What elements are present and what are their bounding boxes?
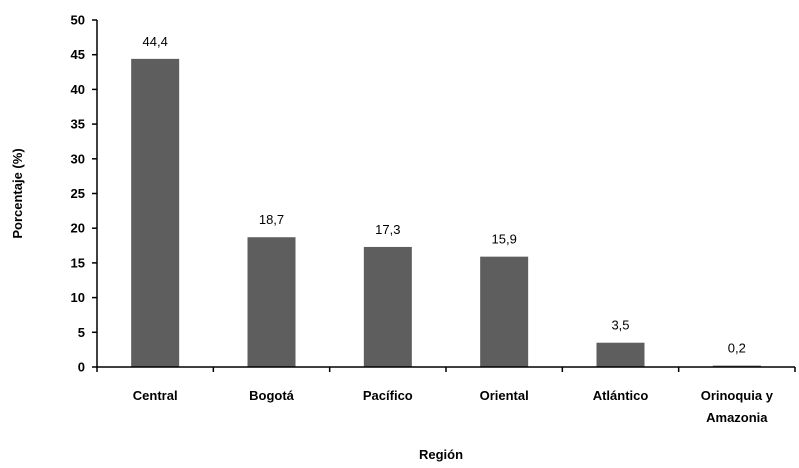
- y-tick-label: 15: [71, 255, 85, 270]
- bar: [247, 237, 296, 367]
- x-tick-label: Orinoquia y Amazonia: [701, 388, 774, 425]
- x-tick-label: Oriental: [480, 388, 529, 403]
- bars: [131, 58, 761, 367]
- x-tick-label: Bogotá: [249, 388, 295, 403]
- x-tick-label: Atlántico: [593, 388, 649, 403]
- y-tick-label: 25: [71, 186, 85, 201]
- y-tick-label: 10: [71, 290, 85, 305]
- x-axis-ticks: Central Bogotá Pacífico Oriental Atlántico Or…: [96, 367, 796, 425]
- y-tick-label: 20: [71, 221, 85, 236]
- data-label: 17,3: [375, 222, 400, 237]
- y-tick-label: 5: [78, 325, 85, 340]
- x-tick-label: Central: [133, 388, 178, 403]
- x-tick-label: Pacífico: [363, 388, 413, 403]
- bar: [131, 58, 180, 367]
- data-label: 15,9: [492, 232, 517, 247]
- y-tick-label: 30: [71, 151, 85, 166]
- data-label: 0,2: [728, 341, 746, 356]
- y-tick-label: 40: [71, 82, 85, 97]
- bar: [596, 342, 645, 367]
- data-label: 44,4: [143, 34, 168, 49]
- y-tick-label: 35: [71, 117, 85, 132]
- bar: [480, 256, 529, 367]
- data-label: 3,5: [611, 318, 629, 333]
- x-axis-title: Región: [419, 447, 463, 462]
- y-tick-label: 45: [71, 47, 85, 62]
- data-labels: 44,4 18,7 17,3 15,9 3,5 0,2: [143, 34, 746, 356]
- bar: [363, 246, 412, 367]
- y-tick-label: 50: [71, 13, 85, 28]
- data-label: 18,7: [259, 212, 284, 227]
- y-axis-title: Porcentaje (%): [10, 148, 25, 238]
- y-axis-ticks: 0 5 10 15 20 25 30 35 40 45 50: [71, 13, 97, 375]
- y-tick-label: 0: [78, 360, 85, 375]
